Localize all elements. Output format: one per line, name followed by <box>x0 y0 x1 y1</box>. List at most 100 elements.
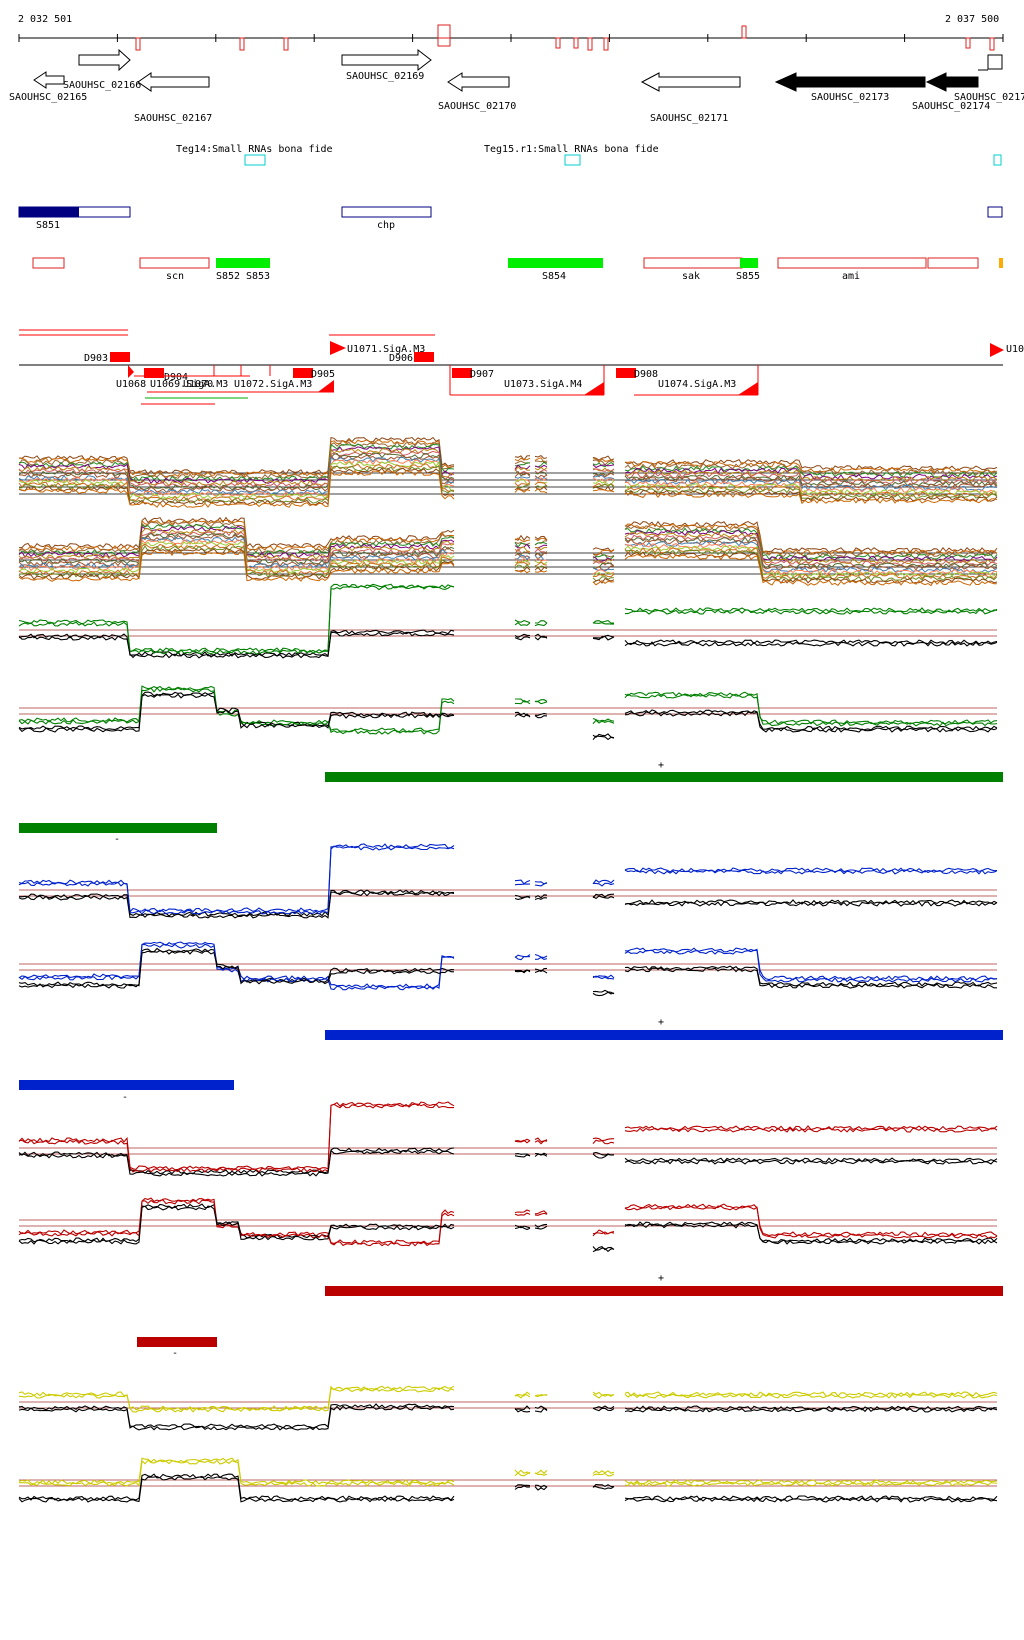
condition-profile-line <box>624 693 998 727</box>
profile-line <box>534 471 548 476</box>
profile-line <box>514 455 531 461</box>
profile-line <box>534 561 548 567</box>
promoter-label: U1073.SigA.M4 <box>504 379 582 390</box>
profile-line <box>592 573 615 578</box>
expression-profiles <box>18 436 998 1503</box>
blue-plus-strand-bar <box>325 1030 1003 1040</box>
profile-line <box>514 484 531 489</box>
promoter-d903[interactable] <box>110 352 130 362</box>
profile-line <box>18 452 455 491</box>
profile-line <box>514 569 531 574</box>
feature-edge-orange[interactable] <box>999 258 1003 268</box>
gene-saouhsc-02167[interactable]: SAOUHSC_02167 <box>134 72 212 124</box>
gene-saouhsc-02169[interactable]: SAOUHSC_02169 <box>341 48 432 82</box>
feature-unnamed[interactable] <box>32 257 65 269</box>
promoter-u10[interactable] <box>990 343 1004 362</box>
condition-profile-line <box>624 1479 998 1485</box>
profile-line <box>514 486 531 491</box>
profile-line <box>18 469 455 508</box>
control-profile-line <box>514 1152 531 1157</box>
profile-line <box>18 545 455 579</box>
promoter-label: D903 <box>84 353 108 364</box>
gene-label: SAOUHSC_02171 <box>650 113 728 124</box>
profile-line <box>624 543 998 576</box>
control-profile-line <box>624 711 998 733</box>
gene-saouhsc-0217x[interactable]: SAOUHSC_0217 <box>954 54 1024 103</box>
profile-line <box>624 534 998 567</box>
condition-profile-line <box>534 701 548 705</box>
promoter-d908[interactable] <box>616 368 636 378</box>
control-profile-line <box>624 1497 998 1503</box>
condition-profile-line <box>514 955 531 961</box>
condition-profile-line <box>18 943 455 991</box>
frame-mark <box>555 37 561 49</box>
control-profile-line <box>592 1153 615 1159</box>
plus-strand-label: + <box>658 1273 664 1284</box>
profile-line <box>624 471 998 485</box>
profile-line <box>18 549 455 582</box>
feature-ami-2[interactable] <box>927 257 979 269</box>
promoter-d906[interactable] <box>414 352 434 362</box>
control-profile-line <box>624 709 998 731</box>
condition-profile-line <box>534 1469 548 1475</box>
condition-profile-line <box>514 1139 531 1144</box>
small-rna-teg15[interactable] <box>564 154 581 166</box>
control-profile-line <box>624 1221 998 1243</box>
control-profile-line <box>534 1405 548 1411</box>
gene-saouhsc-02173[interactable]: SAOUHSC_02173 <box>774 72 926 103</box>
gene-saouhsc-02171[interactable]: SAOUHSC_02171 <box>640 72 741 124</box>
feature-chp[interactable] <box>341 206 432 218</box>
plus-strand-label: + <box>658 760 664 771</box>
profile-line <box>624 538 998 571</box>
condition-profile-line <box>592 882 615 887</box>
promoter-d904[interactable] <box>144 368 164 378</box>
condition-profile-line <box>534 1139 548 1145</box>
small-rna-edge[interactable] <box>993 154 1002 166</box>
control-profile-line <box>534 967 548 973</box>
profile-line <box>534 477 548 483</box>
control-profile-line <box>514 1154 531 1158</box>
profile-line <box>624 465 998 478</box>
feature-ami[interactable] <box>777 257 927 269</box>
profile-line <box>514 482 531 487</box>
condition-profile-line <box>18 941 455 989</box>
condition-profile-line <box>592 1393 615 1399</box>
condition-profile-line <box>592 879 615 885</box>
promoter-label: D906 <box>389 353 413 364</box>
profile-line <box>514 561 531 567</box>
red-minus-strand-bar <box>137 1337 217 1347</box>
condition-profile-line <box>592 975 615 980</box>
feature-scn[interactable] <box>139 257 210 269</box>
condition-profile-line <box>592 974 615 979</box>
control-profile-line <box>18 631 455 659</box>
promoter-label: D905 <box>311 369 335 380</box>
condition-profile-line <box>514 1209 531 1214</box>
profile-line <box>592 577 615 584</box>
condition-profile-line <box>534 1394 548 1398</box>
promoter-u1071[interactable] <box>330 341 346 362</box>
feature-s854[interactable] <box>508 258 603 268</box>
condition-profile-line <box>624 1391 998 1397</box>
promoter-label: D904 <box>164 372 188 383</box>
feature-sak[interactable] <box>643 257 743 269</box>
small-rna-teg14[interactable] <box>244 154 266 166</box>
gene-saouhsc-02170[interactable]: SAOUHSC_02170 <box>438 72 516 112</box>
profile-line <box>535 460 548 464</box>
condition-profile-line <box>18 1457 455 1485</box>
profile-line <box>514 466 531 472</box>
feature-s852-s853[interactable] <box>216 258 270 268</box>
gene-saouhsc-02174[interactable]: SAOUHSC_02174 <box>912 72 990 112</box>
strand-bars: + - + - + - <box>19 760 1003 1359</box>
promoter-d905[interactable] <box>293 368 313 378</box>
feature-s855[interactable] <box>740 258 758 268</box>
promoter-d907[interactable] <box>452 368 472 378</box>
profile-line <box>624 476 998 489</box>
condition-profile-line <box>18 843 455 914</box>
condition-profile-line <box>592 622 614 625</box>
gene-saouhsc-02166[interactable]: SAOUHSC_02166 <box>63 48 141 91</box>
feature-edge-blue[interactable] <box>987 206 1003 218</box>
profile-line <box>18 539 455 572</box>
gene-saouhsc-02165[interactable]: SAOUHSC_02165 <box>9 71 87 103</box>
condition-profile-line <box>514 1393 531 1399</box>
profile-line <box>18 534 455 567</box>
